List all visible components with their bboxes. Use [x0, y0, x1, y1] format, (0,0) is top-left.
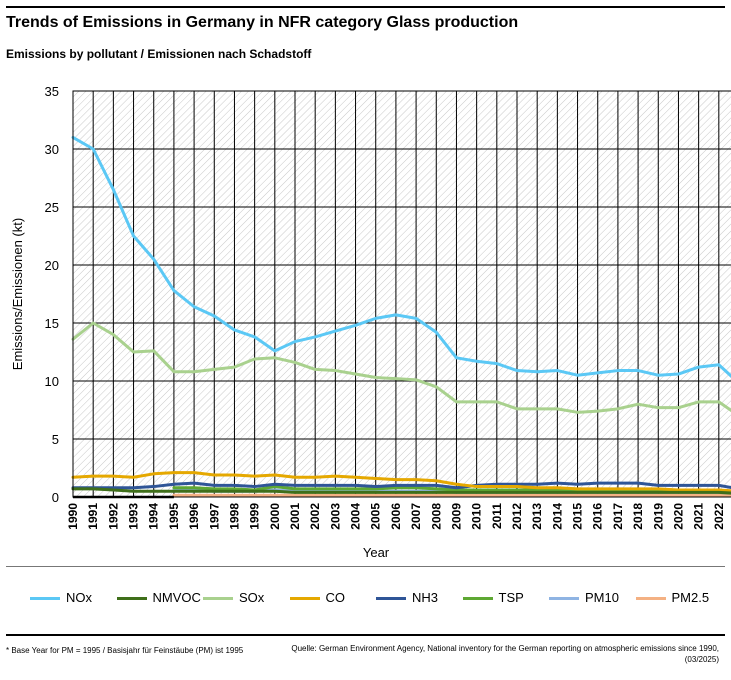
x-tick-label: 1992	[106, 503, 120, 530]
plot-area	[73, 91, 731, 497]
y-axis-label: Emissions/Emissionen (kt)	[10, 218, 25, 370]
series-line-nox	[71, 135, 731, 379]
source-note: Quelle: German Environment Agency, Natio…	[291, 644, 719, 664]
y-tick-label: 5	[52, 432, 59, 447]
footer-rule	[6, 634, 725, 636]
x-tick-label: 2008	[429, 503, 443, 530]
legend-swatch	[635, 597, 666, 600]
x-tick-label: 1998	[227, 503, 241, 530]
legend-label: PM2.5	[671, 590, 710, 605]
x-tick-label: 2015	[571, 503, 585, 530]
legend-label: CO	[325, 590, 346, 605]
base-year-footnote: * Base Year for PM = 1995 / Basisjahr fü…	[6, 646, 244, 655]
x-tick-label: 1990	[66, 503, 80, 530]
legend-swatch	[116, 597, 147, 600]
x-tick-label: 1996	[187, 503, 201, 530]
x-tick-label: 2021	[692, 503, 706, 530]
y-tick-label: 10	[45, 374, 59, 389]
series-line-nmvoc	[71, 487, 731, 495]
x-tick-label: 2013	[530, 503, 544, 530]
top-rule	[6, 6, 725, 8]
series-line-co	[71, 471, 731, 493]
x-tick-label: 1993	[127, 503, 141, 530]
legend-swatch	[549, 597, 579, 600]
x-tick-label: 1994	[147, 503, 161, 530]
x-tick-label: 2020	[671, 503, 685, 530]
x-tick-label: 1995	[167, 503, 181, 530]
x-tick-label: 2009	[449, 503, 463, 530]
legend-label: SOx	[239, 590, 265, 605]
legend-label: NOx	[66, 590, 92, 605]
x-tick-label: 2005	[369, 503, 383, 530]
x-tick-label: 2004	[349, 503, 363, 530]
chart-legend: NOx NMVOC SOx CO NH3 TSP PM10 PM2.5	[30, 588, 720, 608]
x-tick-label: 2010	[470, 503, 484, 530]
legend-label: NH3	[412, 590, 439, 605]
x-tick-label: 2019	[651, 503, 665, 530]
x-tick-label: 2011	[490, 503, 504, 529]
x-tick-label: 2003	[328, 503, 342, 530]
y-tick-label: 20	[45, 258, 59, 273]
x-tick-label: 2016	[591, 503, 605, 530]
x-axis-label: Year	[363, 545, 390, 560]
x-tick-label: 2000	[268, 503, 282, 530]
legend-label: PM10	[585, 590, 619, 605]
x-tick-label: 2002	[308, 503, 322, 530]
x-tick-label: 2007	[409, 503, 423, 530]
series-line-sox	[71, 321, 731, 414]
y-tick-label: 25	[45, 200, 59, 215]
x-tick-label: 2014	[550, 503, 564, 530]
x-tick-label: 2017	[611, 503, 625, 530]
legend-swatch	[289, 597, 320, 600]
legend-swatch	[203, 597, 233, 600]
x-tick-label: 2018	[631, 503, 645, 530]
legend-swatch	[462, 597, 493, 600]
x-tick-label: 2012	[510, 503, 524, 530]
plot-border	[72, 90, 731, 498]
y-tick-label: 35	[45, 84, 59, 99]
legend-swatch	[376, 597, 406, 600]
y-tick-label: 30	[45, 142, 59, 157]
series-line-nh3	[71, 481, 731, 490]
x-tick-label: 1999	[248, 503, 262, 530]
line-chart: 0 5 10 15 20 25 30 35 1990 1991 1992 1993 1994 1995 19…	[10, 84, 731, 560]
x-tick-label: 2022	[712, 503, 726, 530]
x-tick-label: 2001	[288, 503, 302, 530]
x-tick-label: 1997	[207, 503, 221, 530]
legend-label: NMVOC	[152, 590, 201, 605]
chart-subtitle: Emissions by pollutant / Emissionen nach…	[6, 47, 312, 61]
legend-swatch	[30, 597, 60, 600]
y-tick-label: 15	[45, 316, 59, 331]
legend-label: TSP	[498, 590, 524, 605]
x-tick-label: 1991	[86, 503, 100, 530]
legend-separator	[6, 566, 725, 567]
x-tick-label: 2006	[389, 503, 403, 530]
chart-title: Trends of Emissions in Germany in NFR ca…	[6, 14, 519, 31]
y-tick-label: 0	[52, 490, 59, 505]
